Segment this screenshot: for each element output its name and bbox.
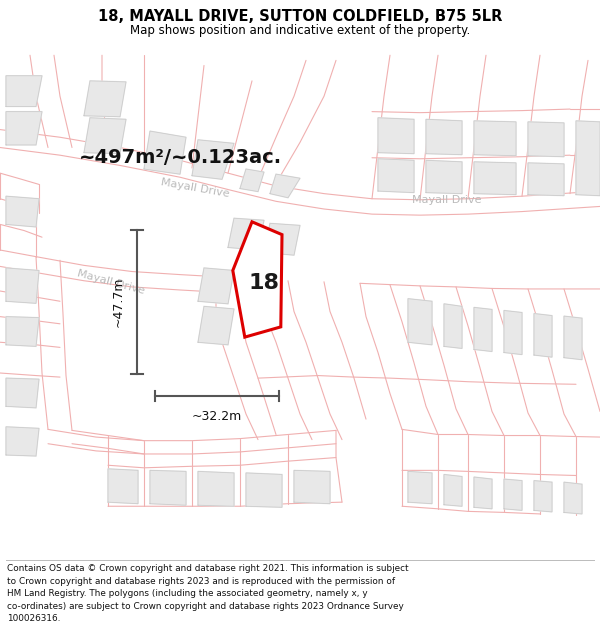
Polygon shape bbox=[233, 222, 282, 337]
Polygon shape bbox=[108, 469, 138, 504]
Polygon shape bbox=[84, 118, 126, 154]
Polygon shape bbox=[408, 471, 432, 504]
Polygon shape bbox=[504, 479, 522, 511]
Polygon shape bbox=[444, 304, 462, 348]
Polygon shape bbox=[426, 160, 462, 194]
Text: Mayall Drive: Mayall Drive bbox=[160, 177, 230, 199]
Text: ~497m²/~0.123ac.: ~497m²/~0.123ac. bbox=[79, 148, 281, 168]
Polygon shape bbox=[6, 196, 39, 227]
Polygon shape bbox=[228, 218, 264, 250]
Polygon shape bbox=[150, 471, 186, 505]
Text: 18, MAYALL DRIVE, SUTTON COLDFIELD, B75 5LR: 18, MAYALL DRIVE, SUTTON COLDFIELD, B75 … bbox=[98, 9, 502, 24]
Polygon shape bbox=[474, 477, 492, 509]
Polygon shape bbox=[534, 314, 552, 357]
Polygon shape bbox=[474, 121, 516, 156]
Text: 18: 18 bbox=[249, 273, 280, 293]
Polygon shape bbox=[144, 131, 186, 174]
Polygon shape bbox=[528, 163, 564, 196]
Polygon shape bbox=[528, 122, 564, 157]
Polygon shape bbox=[378, 118, 414, 154]
Text: Mayall Drive: Mayall Drive bbox=[412, 195, 482, 205]
Polygon shape bbox=[294, 471, 330, 504]
Polygon shape bbox=[426, 119, 462, 154]
Polygon shape bbox=[576, 121, 600, 196]
Text: Contains OS data © Crown copyright and database right 2021. This information is : Contains OS data © Crown copyright and d… bbox=[7, 564, 409, 623]
Text: ~32.2m: ~32.2m bbox=[192, 411, 242, 423]
Polygon shape bbox=[474, 308, 492, 351]
Polygon shape bbox=[444, 474, 462, 506]
Polygon shape bbox=[198, 471, 234, 506]
Polygon shape bbox=[6, 427, 39, 456]
Polygon shape bbox=[192, 140, 234, 179]
Polygon shape bbox=[504, 311, 522, 354]
Polygon shape bbox=[534, 481, 552, 512]
Polygon shape bbox=[378, 159, 414, 192]
Polygon shape bbox=[564, 482, 582, 514]
Polygon shape bbox=[240, 169, 264, 192]
Polygon shape bbox=[198, 268, 234, 304]
Polygon shape bbox=[264, 223, 300, 255]
Polygon shape bbox=[474, 162, 516, 194]
Polygon shape bbox=[6, 317, 39, 346]
Polygon shape bbox=[6, 378, 39, 408]
Text: Map shows position and indicative extent of the property.: Map shows position and indicative extent… bbox=[130, 24, 470, 37]
Text: Mayall Drive: Mayall Drive bbox=[76, 268, 146, 296]
Polygon shape bbox=[564, 316, 582, 359]
Polygon shape bbox=[84, 81, 126, 117]
Polygon shape bbox=[198, 306, 234, 345]
Text: ~47.7m: ~47.7m bbox=[112, 276, 125, 327]
Polygon shape bbox=[6, 76, 42, 106]
Polygon shape bbox=[408, 299, 432, 345]
Polygon shape bbox=[270, 174, 300, 198]
Polygon shape bbox=[246, 473, 282, 508]
Polygon shape bbox=[6, 268, 39, 303]
Polygon shape bbox=[6, 112, 42, 145]
